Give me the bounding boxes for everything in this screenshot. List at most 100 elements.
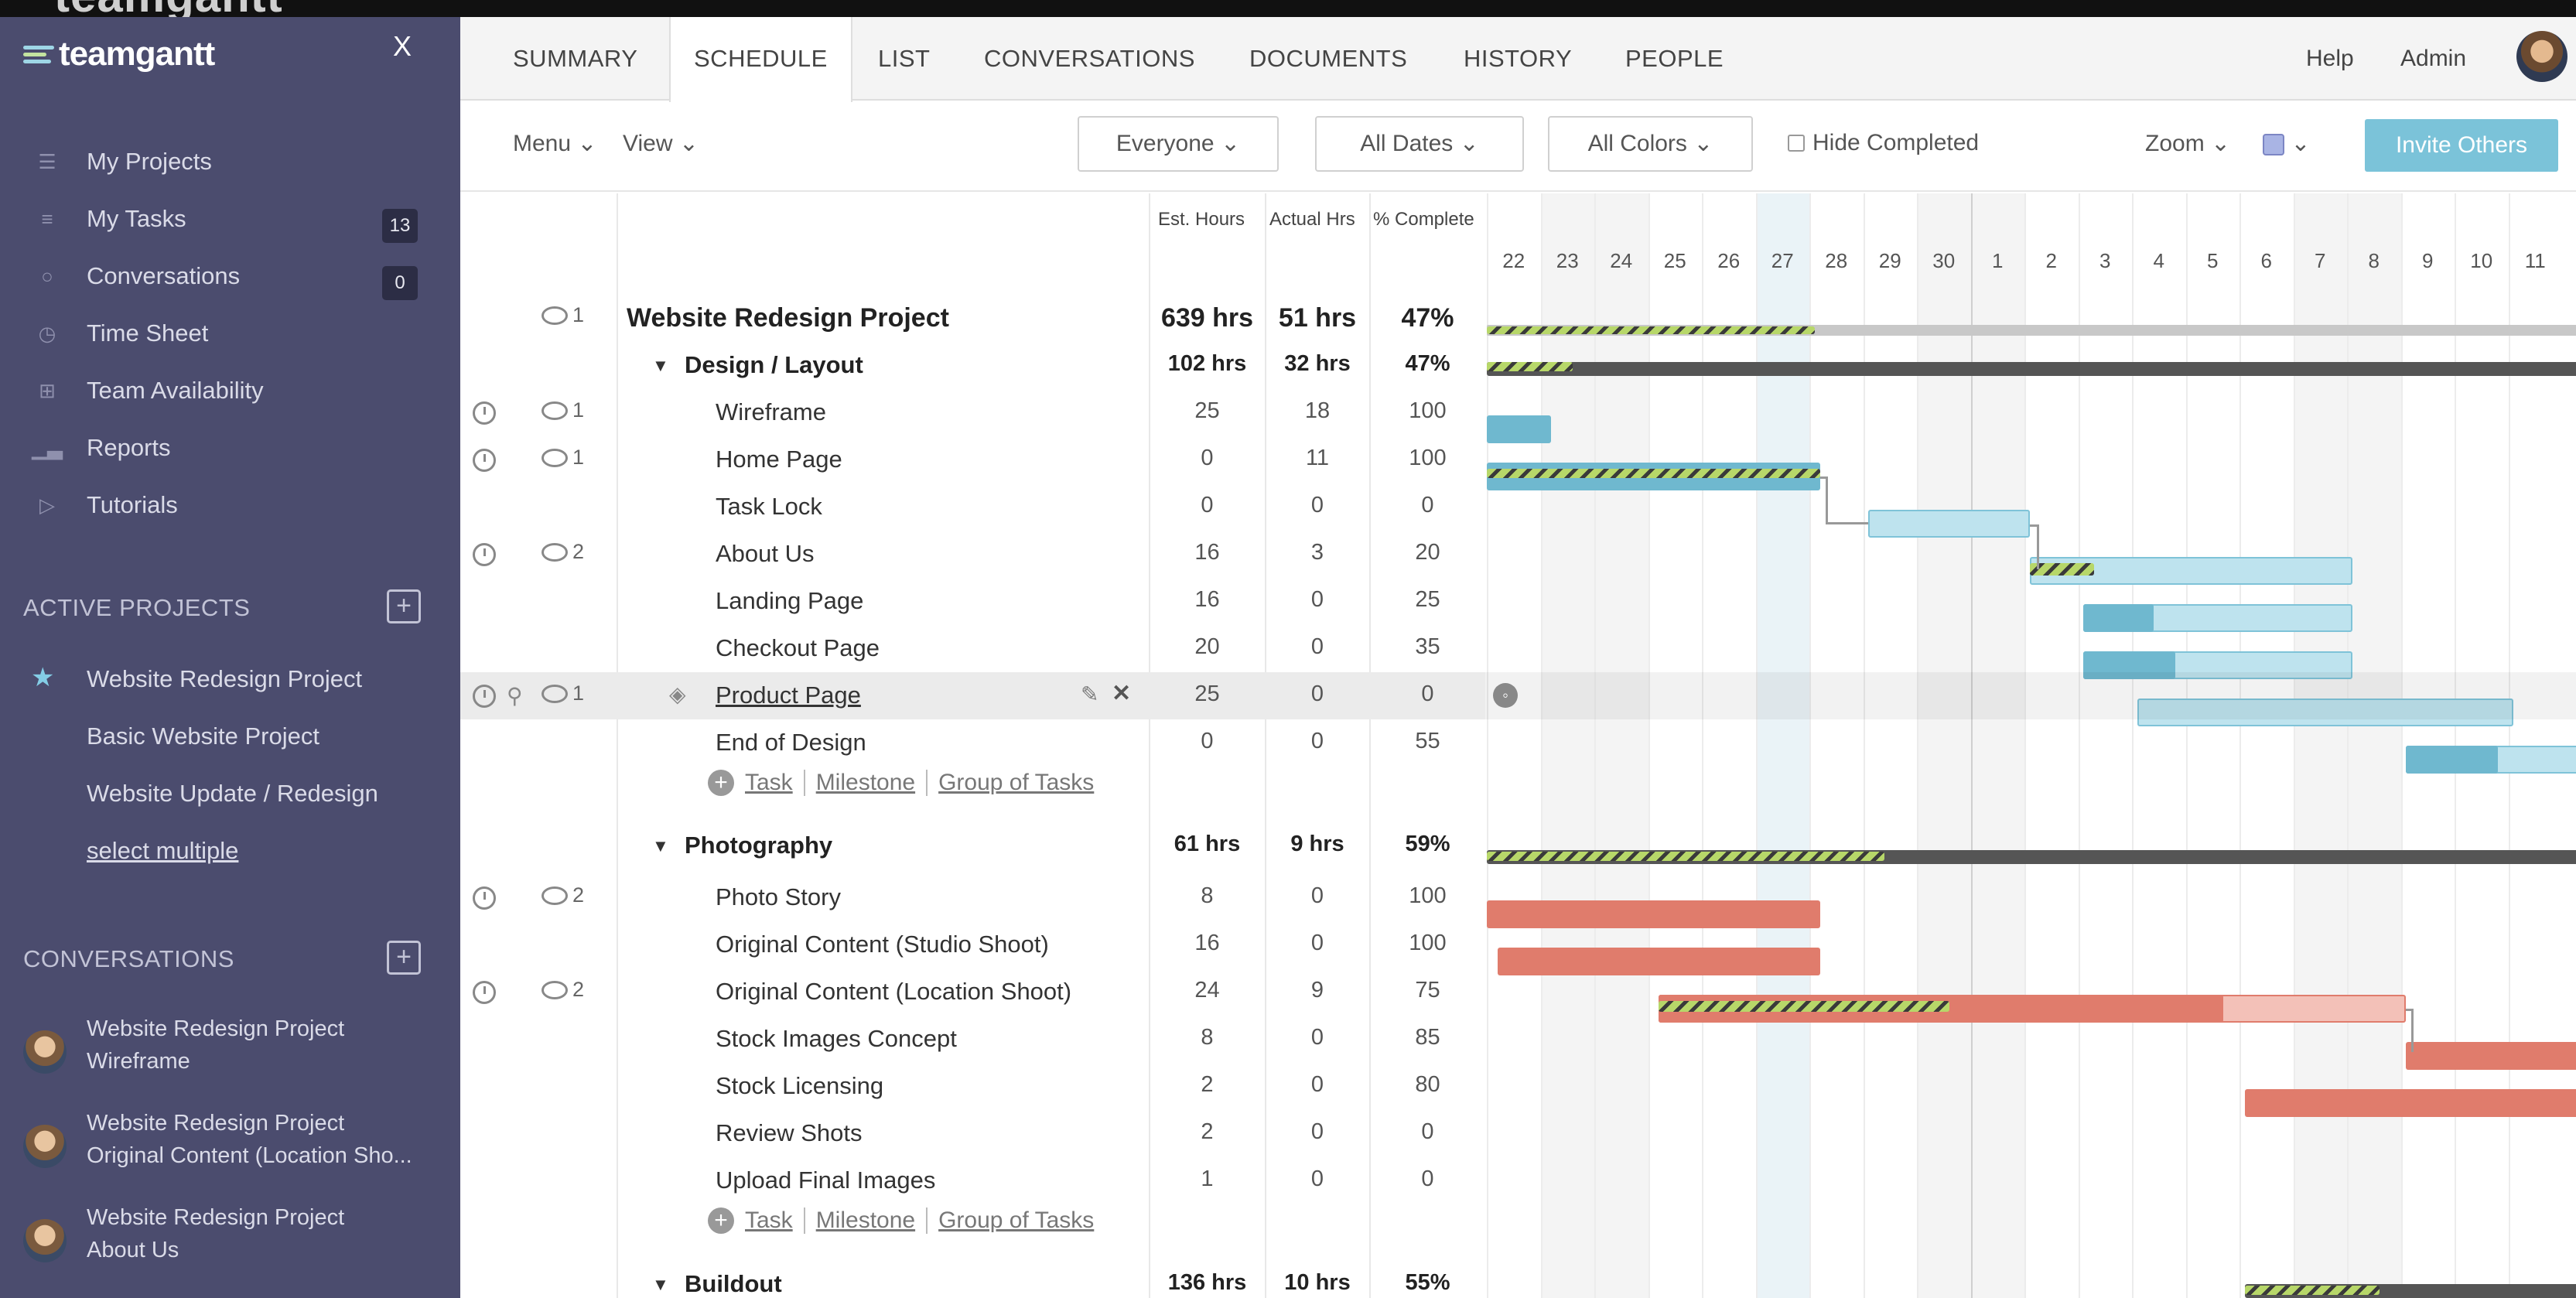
color-filter[interactable]: All Colors ⌄ [1548, 116, 1753, 172]
project-link[interactable]: Basic Website Project [87, 722, 319, 750]
comment-count[interactable]: 1 [542, 303, 584, 327]
zoom-dropdown[interactable]: Zoom ⌄ [2145, 131, 2231, 156]
tab-history[interactable]: HISTORY [1464, 45, 1573, 72]
progress-bar[interactable] [1487, 326, 1815, 334]
add-milestone-link[interactable]: Milestone [815, 770, 916, 795]
people-filter[interactable]: Everyone ⌄ [1078, 116, 1279, 172]
delete-icon[interactable]: ✕ [1112, 681, 1132, 706]
tab-list[interactable]: LIST [878, 45, 931, 72]
color-picker[interactable]: ⌄ [2263, 130, 2310, 157]
task-name[interactable]: Stock Images Concept [716, 1025, 957, 1052]
task-row[interactable]: Task Lock 0 0 0 [460, 483, 1485, 531]
add-task-link[interactable]: Task [745, 770, 793, 795]
view-dropdown[interactable]: View ⌄ [623, 130, 699, 157]
sidebar-item-conversations[interactable]: ○ Conversations 0 [0, 248, 460, 305]
project-name[interactable]: Website Redesign Project [627, 303, 949, 333]
conversation-item[interactable]: Website Redesign Project Wireframe [0, 1015, 460, 1100]
tab-schedule[interactable]: SCHEDULE [669, 17, 852, 102]
task-name[interactable]: Stock Licensing [716, 1072, 884, 1099]
progress-bar[interactable] [2029, 563, 2095, 576]
task-name[interactable]: Checkout Page [716, 634, 880, 661]
progress-bar[interactable] [1487, 362, 1573, 371]
task-name[interactable]: Home Page [716, 446, 842, 473]
comment-count[interactable]: 2 [542, 540, 584, 564]
collapse-triangle-icon[interactable]: ▼ [652, 356, 669, 375]
task-bar[interactable] [2406, 1042, 2576, 1070]
clock-icon[interactable] [473, 401, 496, 425]
task-row[interactable]: End of Design 0 0 55 [460, 719, 1485, 767]
task-row[interactable]: 1 Home Page 0 11 100 [460, 436, 1485, 483]
add-project-button[interactable]: + [387, 589, 421, 623]
sidebar-item-time-sheet[interactable]: ◷ Time Sheet [0, 305, 460, 362]
task-name[interactable]: Task Lock [716, 493, 822, 520]
group-row[interactable]: ▼ Buildout 136 hrs 10 hrs 55% [460, 1261, 1485, 1298]
hide-completed-toggle[interactable]: Hide Completed [1788, 130, 1979, 156]
task-bar[interactable] [1868, 510, 2030, 538]
logo[interactable]: teamgantt [23, 31, 215, 77]
task-name[interactable]: Wireframe [716, 398, 826, 425]
menu-dropdown[interactable]: Menu ⌄ [513, 130, 597, 157]
task-bar[interactable] [1497, 948, 1820, 975]
task-row[interactable]: Stock Licensing 2 0 80 [460, 1063, 1485, 1110]
task-name[interactable]: About Us [716, 540, 815, 567]
add-icon[interactable]: + [708, 1207, 734, 1234]
task-row[interactable]: ⚲ ◈ ✎ ✕ 1 Product Page 25 0 0 [460, 672, 1485, 719]
task-name[interactable]: Landing Page [716, 587, 864, 614]
clock-icon[interactable] [473, 543, 496, 566]
tab-people[interactable]: PEOPLE [1625, 45, 1724, 72]
task-row[interactable]: Upload Final Images 1 0 0 [460, 1157, 1485, 1204]
comment-count[interactable]: 2 [542, 883, 584, 907]
group-bar[interactable] [1487, 362, 2576, 376]
edit-icon[interactable]: ✎ [1081, 682, 1099, 706]
collapse-triangle-icon[interactable]: ▼ [652, 1275, 669, 1294]
comment-count[interactable]: 1 [542, 681, 584, 705]
task-name[interactable]: Review Shots [716, 1119, 863, 1146]
progress-bar[interactable] [1659, 1001, 1949, 1012]
task-bar[interactable] [1487, 900, 1820, 928]
admin-link[interactable]: Admin [2400, 46, 2467, 71]
task-row[interactable]: Stock Images Concept 8 0 85 [460, 1016, 1485, 1063]
group-name[interactable]: Buildout [685, 1270, 782, 1297]
clock-icon[interactable] [473, 449, 496, 472]
task-name[interactable]: Photo Story [716, 883, 841, 910]
add-icon[interactable]: + [708, 770, 734, 796]
progress-bar[interactable] [1487, 852, 1885, 861]
tab-summary[interactable]: SUMMARY [513, 45, 638, 72]
task-name[interactable]: End of Design [716, 729, 866, 756]
group-row[interactable]: ▼ Photography 61 hrs 9 hrs 59% [460, 822, 1485, 869]
sidebar-item-tutorials[interactable]: ▷ Tutorials [0, 477, 460, 534]
user-avatar[interactable] [2516, 31, 2567, 82]
group-row[interactable]: ▼ Design / Layout 102 hrs 32 hrs 47% [460, 342, 1485, 389]
task-row[interactable]: 2 Original Content (Location Shoot) 24 9 75 [460, 968, 1485, 1016]
add-group-link[interactable]: Group of Tasks [938, 1207, 1095, 1233]
sidebar-item-my-projects[interactable]: ☰ My Projects [0, 133, 460, 190]
project-link[interactable]: Website Redesign Project [87, 665, 363, 692]
task-row[interactable]: Review Shots 2 0 0 [460, 1110, 1485, 1157]
project-row[interactable]: 1 Website Redesign Project 639 hrs 51 hrs 47… [460, 294, 1485, 341]
collapse-triangle-icon[interactable]: ▼ [652, 836, 669, 856]
progress-bar[interactable] [2244, 1286, 2380, 1295]
drag-handle-icon[interactable]: ◈ [669, 682, 686, 706]
task-bar[interactable] [2083, 651, 2175, 679]
task-name[interactable]: Original Content (Studio Shoot) [716, 931, 1049, 958]
invite-others-button[interactable]: Invite Others [2365, 119, 2558, 172]
task-row[interactable]: Checkout Page 20 0 35 [460, 625, 1485, 672]
add-milestone-link[interactable]: Milestone [815, 1207, 916, 1233]
task-bar[interactable] [2083, 604, 2154, 632]
clock-icon[interactable] [473, 685, 496, 708]
comment-count[interactable]: 2 [542, 978, 584, 1002]
project-link[interactable]: Website Update / Redesign [87, 780, 378, 807]
select-multiple-link[interactable]: select multiple [87, 837, 239, 864]
group-name[interactable]: Photography [685, 832, 833, 859]
add-group-link[interactable]: Group of Tasks [938, 770, 1095, 795]
checkbox[interactable] [1788, 135, 1805, 152]
sidebar-item-reports[interactable]: ▁▃ Reports [0, 419, 460, 477]
drag-pin-icon[interactable]: ◦ [1493, 683, 1518, 708]
task-bar[interactable] [2244, 1089, 2576, 1117]
clock-icon[interactable] [473, 886, 496, 910]
tab-documents[interactable]: DOCUMENTS [1249, 45, 1408, 72]
help-link[interactable]: Help [2306, 46, 2354, 71]
tab-conversations[interactable]: CONVERSATIONS [984, 45, 1195, 72]
task-bar[interactable] [2406, 746, 2498, 774]
close-sidebar-button[interactable]: X [392, 30, 412, 62]
